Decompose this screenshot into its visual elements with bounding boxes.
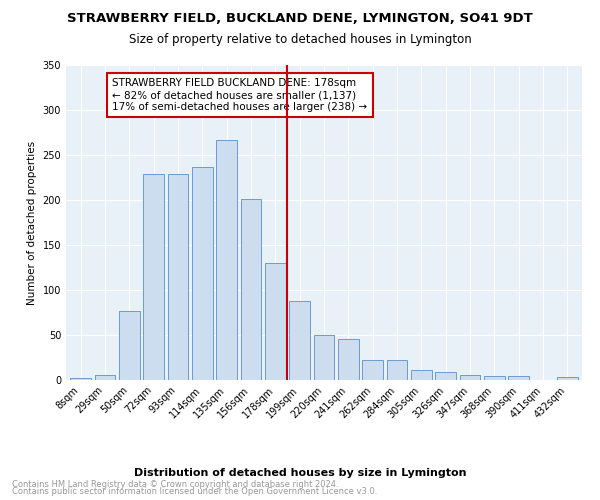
- Bar: [557, 378, 578, 380]
- Y-axis label: Number of detached properties: Number of detached properties: [27, 140, 37, 304]
- Text: STRAWBERRY FIELD BUCKLAND DENE: 178sqm
← 82% of detached houses are smaller (1,1: STRAWBERRY FIELD BUCKLAND DENE: 178sqm ←…: [112, 78, 367, 112]
- Text: STRAWBERRY FIELD, BUCKLAND DENE, LYMINGTON, SO41 9DT: STRAWBERRY FIELD, BUCKLAND DENE, LYMINGT…: [67, 12, 533, 26]
- Bar: [411, 370, 432, 380]
- Bar: [95, 374, 115, 380]
- Bar: [362, 360, 383, 380]
- Bar: [216, 140, 237, 380]
- Bar: [386, 360, 407, 380]
- Bar: [119, 310, 140, 380]
- Bar: [484, 376, 505, 380]
- Bar: [460, 374, 481, 380]
- Text: Contains public sector information licensed under the Open Government Licence v3: Contains public sector information licen…: [12, 487, 377, 496]
- Bar: [314, 335, 334, 380]
- Text: Contains HM Land Registry data © Crown copyright and database right 2024.: Contains HM Land Registry data © Crown c…: [12, 480, 338, 489]
- Bar: [338, 338, 359, 380]
- Bar: [143, 174, 164, 380]
- Bar: [289, 301, 310, 380]
- Text: Size of property relative to detached houses in Lymington: Size of property relative to detached ho…: [128, 32, 472, 46]
- Bar: [508, 376, 529, 380]
- Bar: [192, 166, 212, 380]
- Bar: [241, 199, 262, 380]
- Bar: [167, 174, 188, 380]
- Bar: [265, 263, 286, 380]
- Bar: [70, 378, 91, 380]
- Text: Distribution of detached houses by size in Lymington: Distribution of detached houses by size …: [134, 468, 466, 477]
- Bar: [436, 372, 456, 380]
